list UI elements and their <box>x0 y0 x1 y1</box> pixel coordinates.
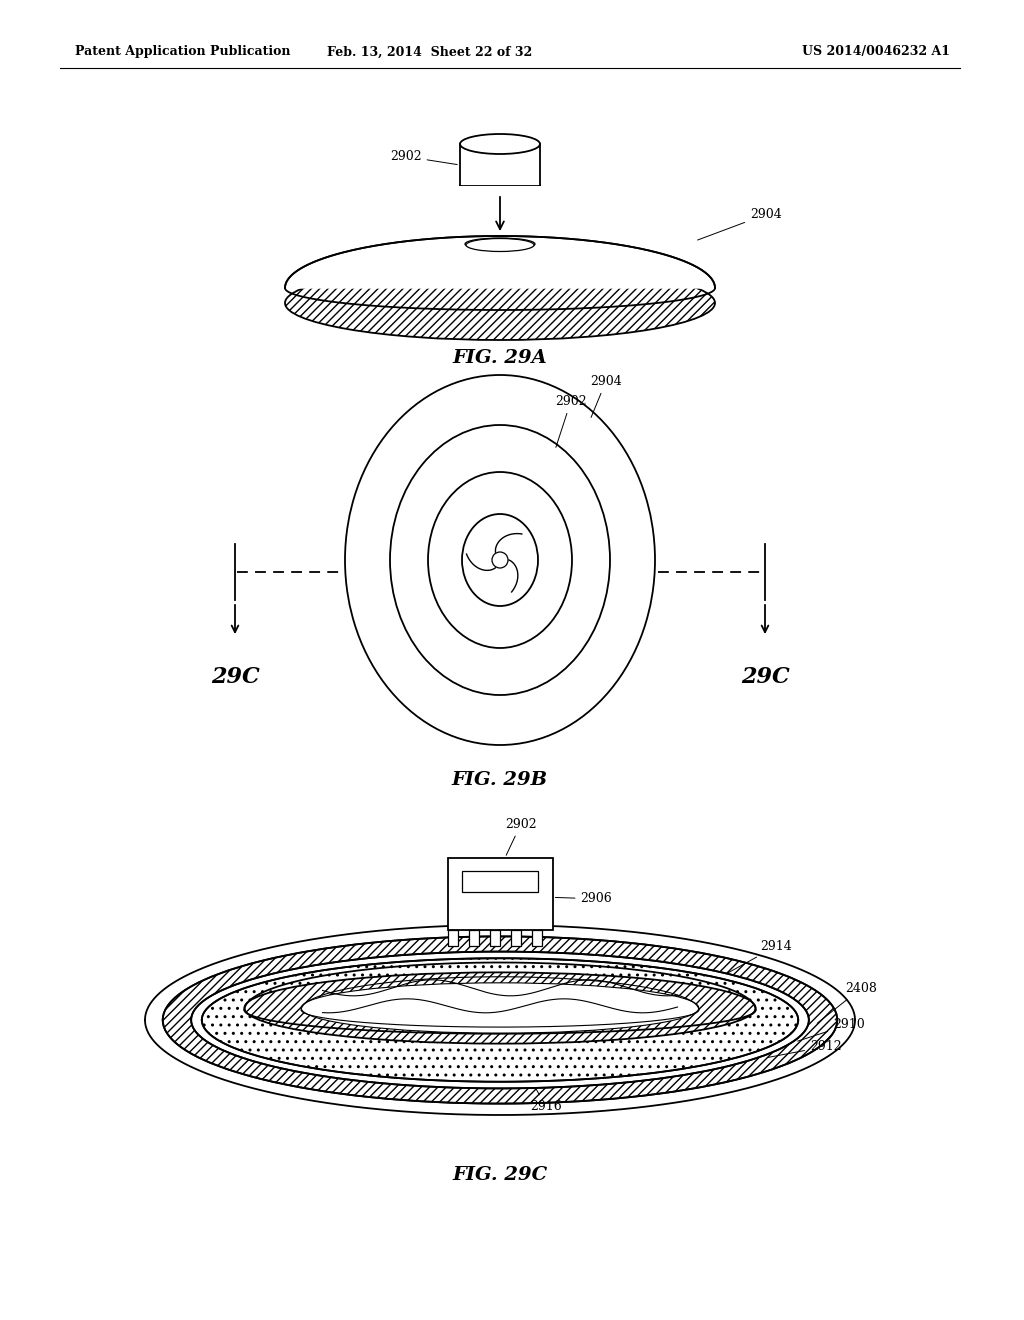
Polygon shape <box>285 236 715 310</box>
Bar <box>447 858 553 929</box>
Ellipse shape <box>285 267 715 341</box>
Ellipse shape <box>301 983 698 1034</box>
Text: 2910: 2910 <box>798 1018 864 1041</box>
Text: 2902: 2902 <box>555 395 587 447</box>
Ellipse shape <box>460 176 540 195</box>
Text: 2902: 2902 <box>505 818 537 855</box>
Text: US 2014/0046232 A1: US 2014/0046232 A1 <box>802 45 950 58</box>
Ellipse shape <box>465 238 535 249</box>
Bar <box>511 929 521 945</box>
Text: 2906: 2906 <box>555 892 612 906</box>
Text: 29C: 29C <box>740 667 790 688</box>
Ellipse shape <box>245 973 756 1044</box>
Text: FIG. 29C: FIG. 29C <box>453 1166 548 1184</box>
Ellipse shape <box>462 513 538 606</box>
Ellipse shape <box>202 958 798 1082</box>
Bar <box>460 144 540 186</box>
Text: 2914: 2914 <box>718 940 792 978</box>
Ellipse shape <box>390 425 610 696</box>
Polygon shape <box>145 925 855 1115</box>
Bar <box>489 929 500 945</box>
Ellipse shape <box>428 473 572 648</box>
Text: Patent Application Publication: Patent Application Publication <box>75 45 291 58</box>
Polygon shape <box>285 236 715 288</box>
Text: 2912: 2912 <box>768 1040 842 1057</box>
Bar <box>447 929 458 945</box>
Text: Feb. 13, 2014  Sheet 22 of 32: Feb. 13, 2014 Sheet 22 of 32 <box>328 45 532 58</box>
Text: 2904: 2904 <box>590 375 622 417</box>
Ellipse shape <box>345 375 655 744</box>
Text: 2902: 2902 <box>390 150 458 165</box>
Ellipse shape <box>191 952 809 1089</box>
Circle shape <box>492 552 508 568</box>
Text: 2408: 2408 <box>817 982 877 1023</box>
Bar <box>458 186 542 198</box>
Bar <box>469 929 479 945</box>
Text: 2916: 2916 <box>530 1081 562 1113</box>
Ellipse shape <box>163 936 838 1104</box>
Text: 2904: 2904 <box>697 209 781 240</box>
Text: FIG. 29A: FIG. 29A <box>453 348 548 367</box>
Bar <box>531 929 542 945</box>
Text: FIG. 29B: FIG. 29B <box>452 771 548 789</box>
Bar <box>462 871 538 892</box>
Text: 29C: 29C <box>211 667 259 688</box>
Ellipse shape <box>466 239 534 252</box>
Ellipse shape <box>460 135 540 154</box>
